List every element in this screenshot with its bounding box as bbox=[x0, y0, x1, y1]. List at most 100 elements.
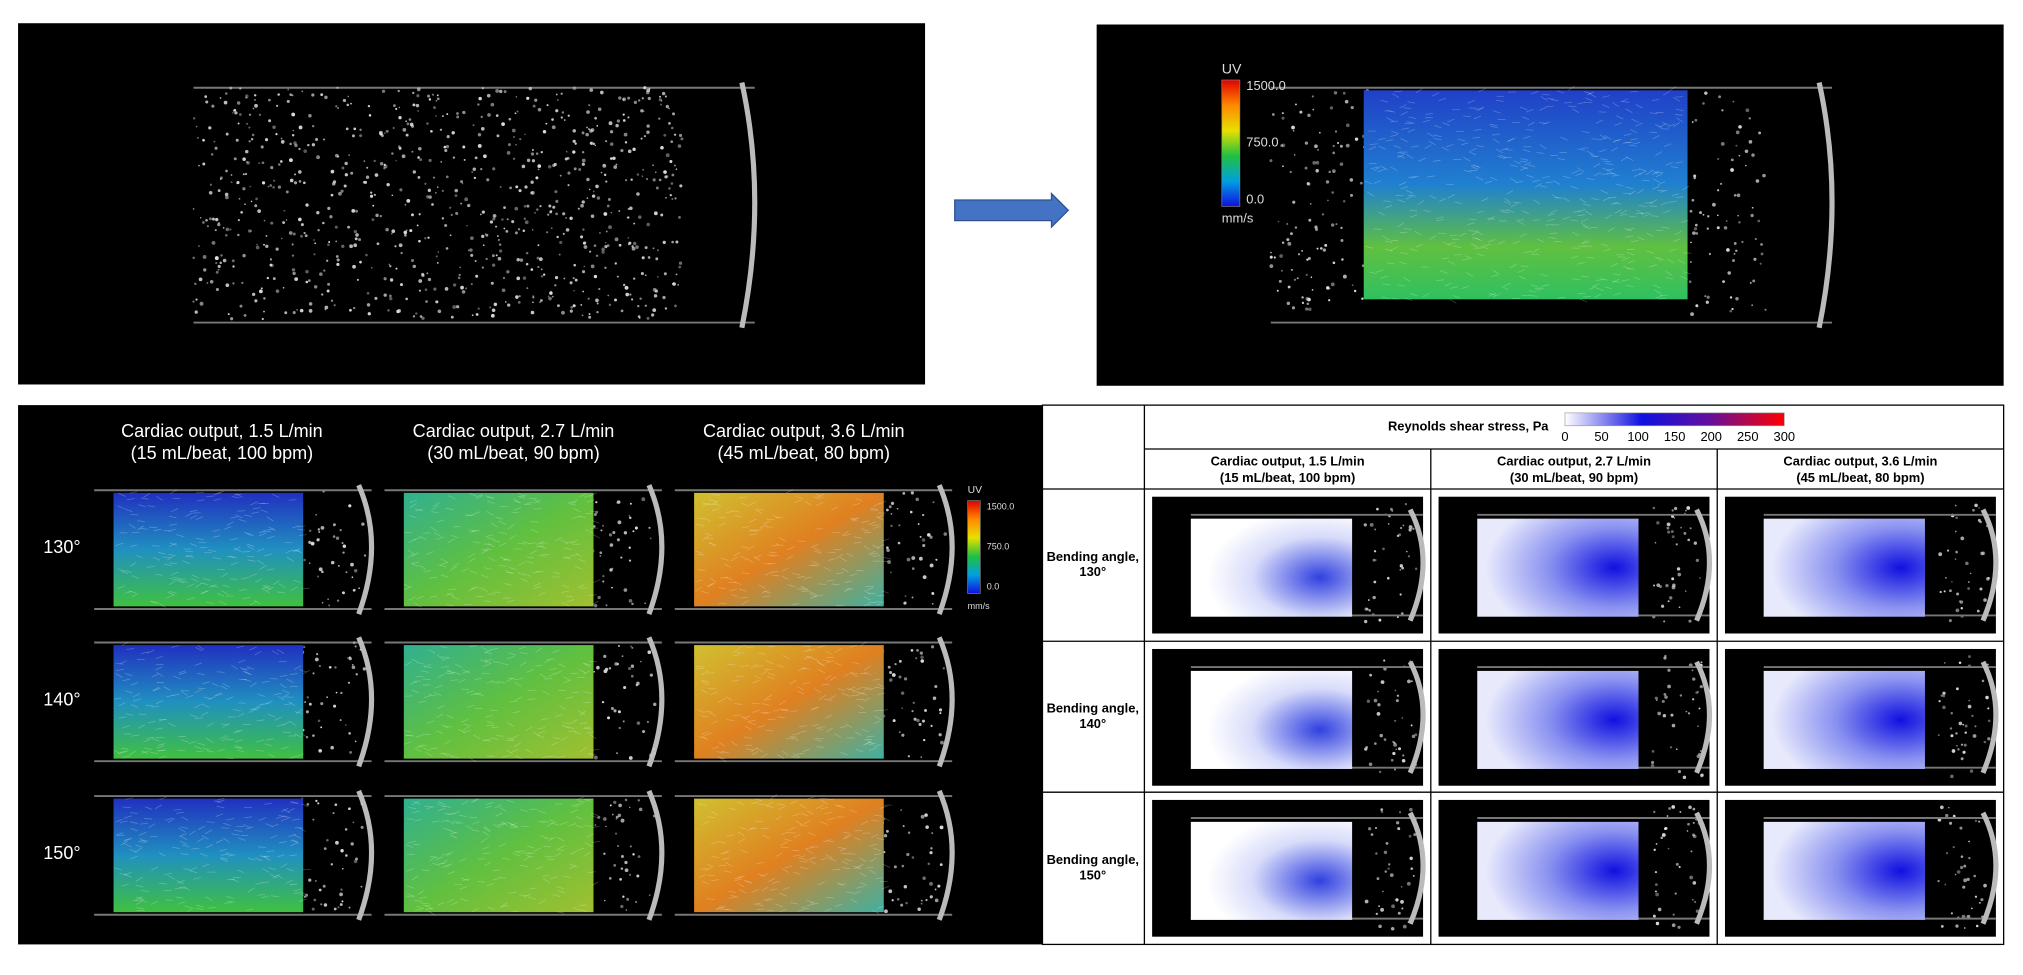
particle bbox=[644, 602, 647, 605]
vector bbox=[467, 587, 476, 592]
particle bbox=[340, 691, 343, 695]
particle bbox=[220, 254, 223, 257]
column-header: Cardiac output, 3.6 L/min bbox=[703, 421, 905, 441]
particle bbox=[217, 189, 221, 193]
vector bbox=[487, 755, 495, 757]
vector bbox=[416, 662, 425, 665]
vector bbox=[1625, 156, 1634, 161]
vector bbox=[1600, 278, 1609, 281]
vector bbox=[228, 854, 236, 857]
vector bbox=[241, 576, 249, 580]
particle bbox=[512, 157, 516, 160]
vector bbox=[120, 747, 129, 750]
vector bbox=[134, 847, 142, 853]
particle bbox=[336, 599, 340, 602]
vector bbox=[695, 668, 704, 670]
particle bbox=[1690, 850, 1693, 853]
particle bbox=[303, 149, 307, 153]
particle bbox=[883, 833, 888, 838]
particle bbox=[300, 234, 304, 238]
vector bbox=[257, 894, 266, 896]
vector bbox=[204, 829, 213, 835]
vector bbox=[512, 852, 521, 857]
vector bbox=[499, 807, 507, 812]
vector bbox=[268, 713, 276, 718]
particle bbox=[457, 276, 461, 280]
particle bbox=[614, 832, 618, 835]
vector bbox=[765, 729, 774, 732]
vector bbox=[185, 695, 193, 699]
particle bbox=[1939, 590, 1942, 594]
vector bbox=[452, 821, 461, 823]
vector bbox=[1439, 197, 1447, 202]
particle bbox=[634, 526, 638, 530]
vector bbox=[452, 810, 460, 815]
vector bbox=[802, 748, 811, 753]
vector bbox=[1608, 171, 1617, 175]
vector bbox=[1397, 152, 1405, 155]
vector bbox=[133, 698, 141, 702]
particle bbox=[558, 253, 561, 256]
vector bbox=[810, 543, 819, 548]
vector bbox=[1487, 218, 1495, 220]
vector bbox=[717, 756, 726, 760]
particle bbox=[1270, 251, 1272, 254]
particle bbox=[583, 265, 586, 268]
vector bbox=[1650, 199, 1658, 204]
vector bbox=[695, 550, 703, 554]
vector bbox=[815, 737, 824, 740]
vector bbox=[197, 825, 205, 831]
particle bbox=[616, 119, 620, 123]
particle bbox=[272, 179, 276, 182]
particle bbox=[1732, 100, 1735, 103]
vector bbox=[732, 654, 741, 656]
vector bbox=[859, 671, 868, 675]
vector bbox=[1547, 218, 1555, 222]
particle bbox=[1663, 656, 1667, 660]
vector bbox=[272, 580, 280, 585]
particle bbox=[194, 282, 197, 286]
vector bbox=[216, 805, 225, 809]
vector bbox=[445, 592, 454, 596]
vector bbox=[771, 880, 780, 884]
vector bbox=[257, 693, 266, 697]
vector bbox=[1602, 95, 1610, 98]
vector bbox=[169, 578, 178, 581]
vector bbox=[422, 678, 431, 681]
particle bbox=[1667, 668, 1671, 672]
vector bbox=[419, 896, 427, 899]
vector bbox=[252, 507, 261, 510]
particle bbox=[934, 888, 937, 891]
particle bbox=[327, 206, 331, 211]
vector bbox=[206, 601, 214, 604]
vector bbox=[280, 808, 289, 812]
vector bbox=[577, 710, 586, 715]
vector bbox=[1397, 155, 1405, 159]
particle bbox=[473, 176, 477, 180]
vector bbox=[762, 520, 771, 525]
vector bbox=[163, 686, 171, 691]
particle bbox=[602, 574, 605, 578]
vector bbox=[767, 554, 776, 558]
particle bbox=[536, 256, 540, 260]
vector bbox=[791, 603, 800, 606]
particle bbox=[922, 543, 926, 548]
particle bbox=[245, 160, 249, 164]
vector bbox=[189, 870, 198, 874]
vector bbox=[263, 530, 272, 533]
vector bbox=[486, 537, 495, 540]
particle bbox=[408, 118, 412, 121]
vector bbox=[722, 850, 730, 855]
particle bbox=[263, 219, 266, 222]
particle bbox=[285, 219, 288, 221]
particle bbox=[1398, 533, 1402, 537]
particle bbox=[1951, 749, 1956, 753]
particle bbox=[352, 641, 356, 645]
vector bbox=[272, 874, 280, 879]
particle bbox=[513, 135, 515, 138]
vector bbox=[195, 717, 203, 720]
vector bbox=[176, 811, 184, 814]
particle bbox=[1411, 734, 1416, 739]
particle bbox=[1964, 724, 1968, 728]
particle bbox=[217, 268, 220, 271]
